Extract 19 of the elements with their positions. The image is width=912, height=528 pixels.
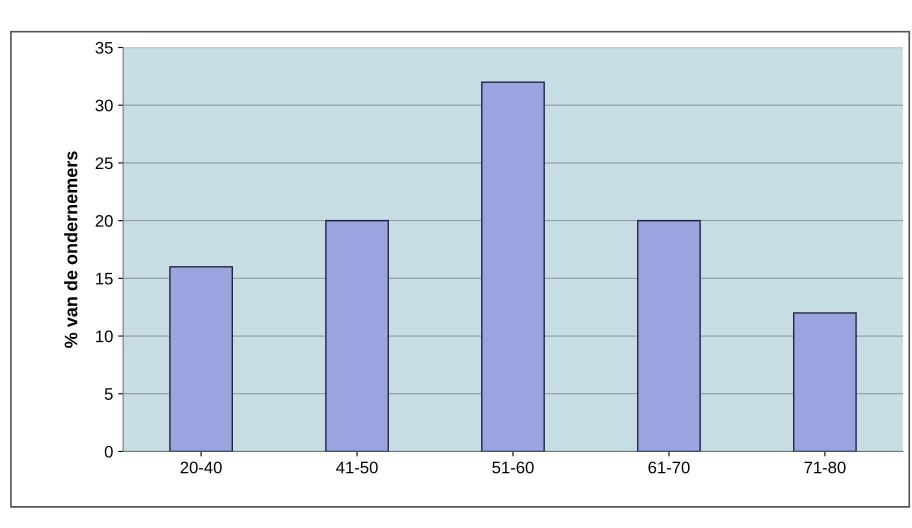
y-tick-label: 0 xyxy=(104,446,113,458)
y-tick-label: 20 xyxy=(96,215,113,227)
bar xyxy=(325,220,389,452)
y-axis-title: % van de ondernemers xyxy=(64,151,78,348)
y-tick-label: 25 xyxy=(96,157,113,170)
bar xyxy=(637,220,701,452)
x-tick-label: 41-50 xyxy=(336,462,378,474)
x-tick-label: 51-60 xyxy=(492,462,534,474)
y-tick-label: 35 xyxy=(95,42,113,54)
bar xyxy=(793,312,857,452)
y-tick-label: 30 xyxy=(95,100,113,112)
x-tick-label: 71-80 xyxy=(804,462,846,474)
y-tick-label: 5 xyxy=(104,388,113,400)
bar xyxy=(481,81,545,452)
x-tick-label: 20-40 xyxy=(180,462,222,474)
x-tick-label: 61-70 xyxy=(648,462,690,474)
y-tick-label: 15 xyxy=(96,272,113,285)
y-tick-label: 10 xyxy=(96,330,113,342)
bar xyxy=(169,266,233,452)
